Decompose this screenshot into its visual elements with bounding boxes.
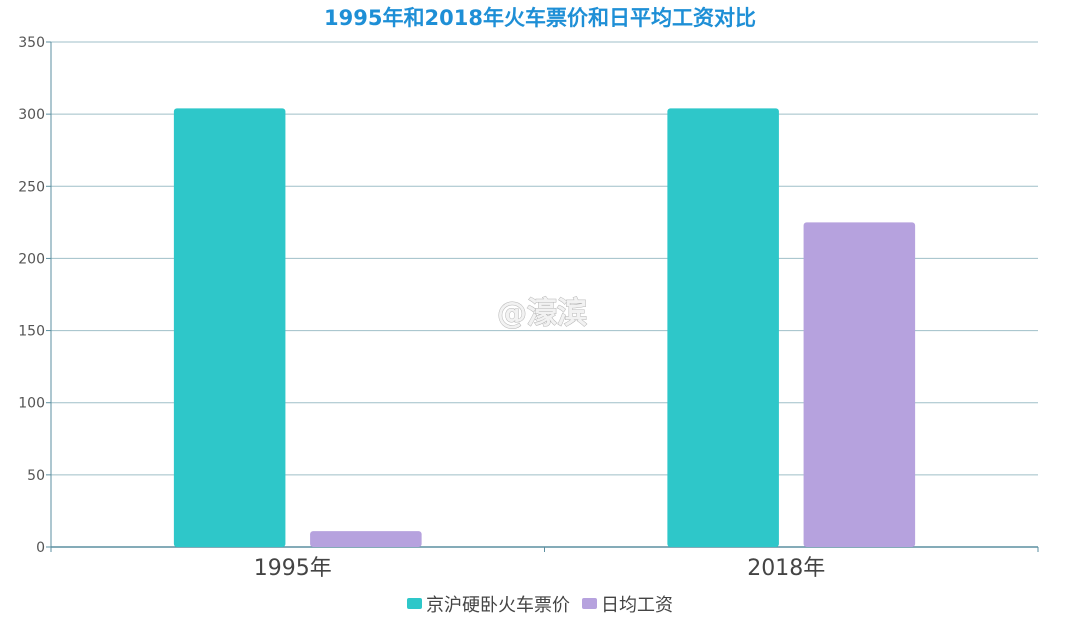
y-tick-label: 300 bbox=[18, 107, 45, 123]
y-tick-label: 50 bbox=[27, 468, 45, 484]
legend-label: 日均工资 bbox=[601, 595, 673, 616]
legend[interactable]: 京沪硬卧火车票价 日均工资 bbox=[407, 595, 673, 616]
x-tick-label: 2018年 bbox=[747, 556, 825, 581]
bar-ticket-price-1[interactable] bbox=[667, 108, 779, 547]
chart-title: 1995年和2018年火车票价和日平均工资对比 bbox=[324, 6, 756, 30]
y-tick-label: 0 bbox=[36, 540, 45, 556]
legend-swatch bbox=[582, 598, 597, 609]
y-tick-label: 350 bbox=[18, 35, 45, 51]
x-tick-label: 1995年 bbox=[254, 556, 332, 581]
bar-daily-wage-0[interactable] bbox=[310, 531, 422, 547]
legend-label: 京沪硬卧火车票价 bbox=[426, 595, 570, 616]
legend-item-ticket-price[interactable]: 京沪硬卧火车票价 bbox=[407, 595, 570, 616]
y-tick-label: 100 bbox=[18, 396, 45, 412]
watermark-text: @濠滨 bbox=[497, 296, 587, 331]
legend-swatch bbox=[407, 598, 422, 609]
bar-daily-wage-1[interactable] bbox=[803, 222, 916, 547]
y-tick-label: 250 bbox=[18, 179, 45, 195]
bar-ticket-price-0[interactable] bbox=[173, 108, 286, 547]
legend-item-daily-wage[interactable]: 日均工资 bbox=[582, 595, 673, 616]
bars bbox=[173, 108, 916, 547]
y-tick-label: 200 bbox=[18, 251, 45, 267]
y-tick-label: 150 bbox=[18, 324, 45, 340]
